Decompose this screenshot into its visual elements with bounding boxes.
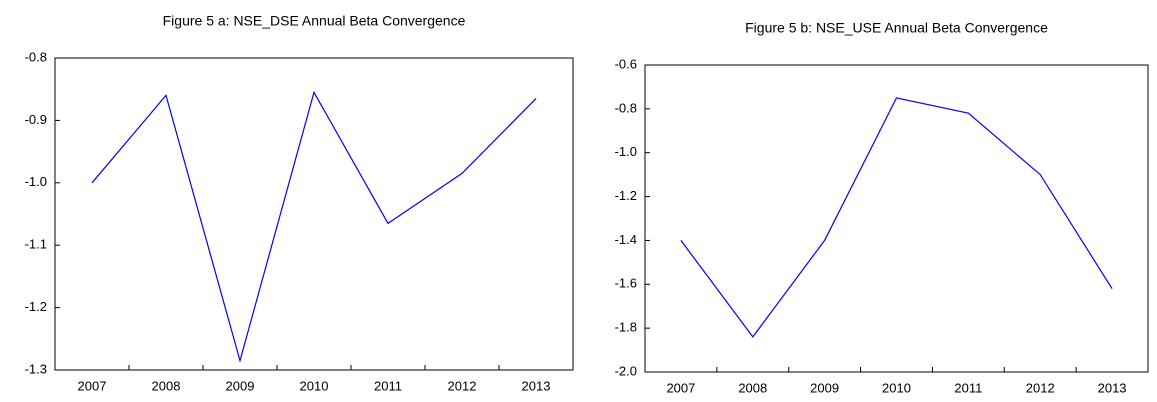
x-tick-label: 2008 xyxy=(152,378,181,393)
y-tick-label: -0.8 xyxy=(615,100,637,115)
x-tick-label: 2010 xyxy=(300,378,329,393)
x-tick-label: 2009 xyxy=(810,380,839,395)
x-tick-label: 2008 xyxy=(738,380,767,395)
x-tick-label: 2012 xyxy=(1026,380,1055,395)
y-tick-label: -0.6 xyxy=(615,56,637,71)
x-tick-label: 2007 xyxy=(666,380,695,395)
plot-frame xyxy=(54,57,574,371)
y-tick-label: -1.4 xyxy=(615,232,637,247)
x-tick-label: 2011 xyxy=(954,380,982,395)
x-tick-label: 2007 xyxy=(78,378,107,393)
y-tick-label: -1.0 xyxy=(25,174,47,189)
y-tick-label: -2.0 xyxy=(615,363,637,378)
data-line xyxy=(91,90,537,363)
chart-title: Figure 5 a: NSE_DSE Annual Beta Converge… xyxy=(163,13,466,29)
y-tick-label: -1.8 xyxy=(615,320,637,335)
y-tick-label: -1.2 xyxy=(25,299,47,314)
x-tick-label: 2009 xyxy=(226,378,255,393)
chart-title: Figure 5 b: NSE_USE Annual Beta Converge… xyxy=(745,20,1048,36)
y-tick-label: -1.3 xyxy=(25,361,47,376)
plot-frame xyxy=(644,64,1149,373)
y-tick-label: -1.2 xyxy=(615,188,637,203)
x-tick-label: 2013 xyxy=(522,378,551,393)
y-tick-label: -0.8 xyxy=(25,49,47,64)
y-tick-label: -1.6 xyxy=(615,276,637,291)
data-line xyxy=(680,97,1113,338)
x-tick-label: 2012 xyxy=(448,378,477,393)
y-tick-label: -0.9 xyxy=(25,112,47,127)
x-tick-label: 2010 xyxy=(882,380,911,395)
x-tick-label: 2013 xyxy=(1098,380,1127,395)
x-tick-label: 2011 xyxy=(374,378,402,393)
y-tick-label: -1.0 xyxy=(615,144,637,159)
y-tick-label: -1.1 xyxy=(25,237,47,252)
